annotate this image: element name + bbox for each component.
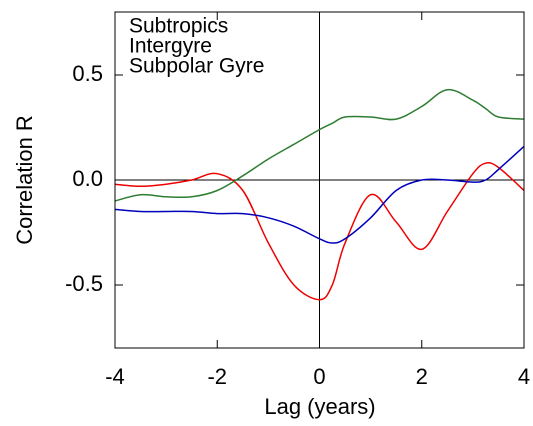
y-tick-label: -0.5 — [65, 271, 103, 296]
y-axis-label: Correlation R — [12, 115, 37, 245]
x-axis-label: Lag (years) — [264, 394, 375, 419]
series-line — [114, 162, 525, 301]
legend-entry: Subtropics — [129, 15, 228, 38]
series-line — [114, 88, 525, 202]
x-tick-label: 0 — [313, 364, 325, 389]
x-tick-label: -4 — [105, 364, 125, 389]
x-tick-label: -2 — [207, 364, 227, 389]
legend-entry: Subpolar Gyre — [129, 55, 264, 78]
plot-frame — [114, 11, 525, 349]
y-tick-label: 0.0 — [72, 166, 103, 191]
x-tick-label: 2 — [416, 364, 428, 389]
series-line — [114, 145, 525, 244]
y-tick-label: 0.5 — [72, 61, 103, 86]
x-tick-label: 4 — [518, 364, 530, 389]
legend-entry: Intergyre — [129, 35, 212, 58]
